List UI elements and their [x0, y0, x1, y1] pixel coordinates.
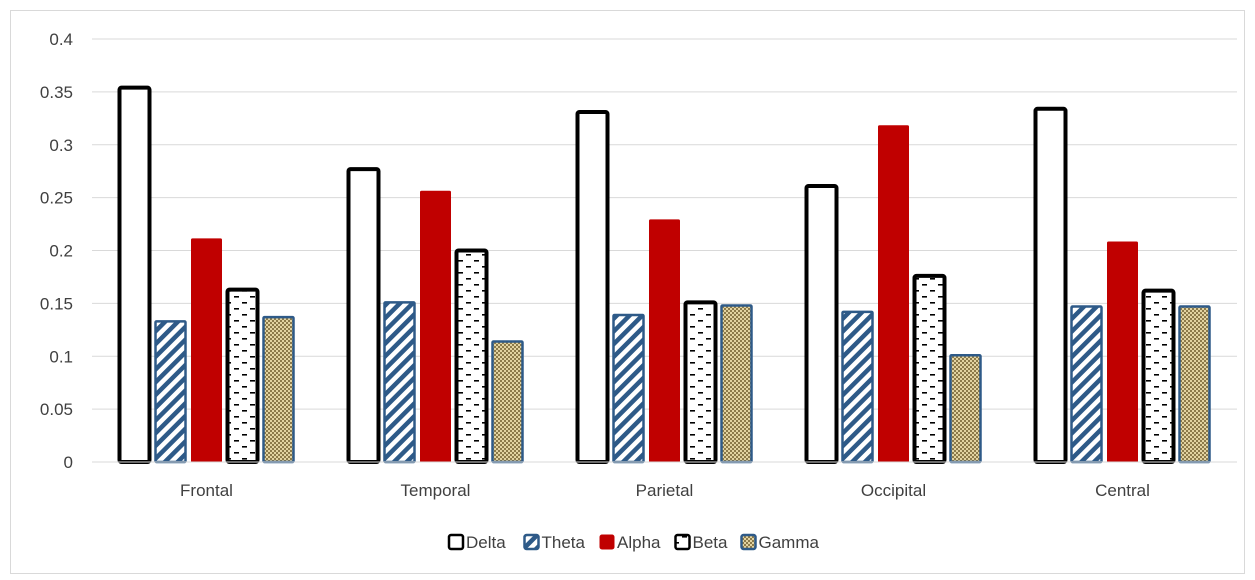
bar-gamma-central: [1178, 305, 1211, 464]
bar-delta-frontal: [117, 85, 152, 465]
y-tick-label: 0.2: [49, 242, 73, 261]
bar-gamma-frontal: [262, 315, 295, 464]
legend-swatch-alpha: [599, 534, 615, 550]
bar-alpha-central: [1107, 241, 1138, 463]
chart-frame: [10, 10, 1245, 574]
y-tick-label: 0.4: [49, 30, 73, 49]
legend-swatch-theta: [523, 533, 540, 551]
bar-delta-occipital: [804, 183, 839, 464]
bar-alpha-occipital: [878, 125, 909, 463]
legend-swatch-beta: [674, 533, 691, 551]
y-axis: 0 0.05 0.1 0.15 0.2 0.25 0.3 0.35 0.4: [40, 30, 73, 472]
x-tick-label: Central: [1095, 481, 1150, 500]
x-tick-label: Frontal: [180, 481, 233, 500]
bar-delta-central: [1033, 106, 1068, 464]
x-axis: Frontal Temporal Parietal Occipital Central: [92, 461, 1237, 500]
y-tick-label: 0.15: [40, 294, 73, 313]
bar-theta-temporal: [383, 301, 416, 464]
bar-alpha-temporal: [420, 190, 451, 463]
bar-theta-frontal: [154, 320, 187, 464]
legend-label-delta: Delta: [466, 533, 506, 552]
legend-swatch-gamma: [740, 533, 757, 551]
y-tick-label: 0.25: [40, 189, 73, 208]
x-tick-label: Temporal: [401, 481, 471, 500]
y-tick-label: 0.1: [49, 347, 73, 366]
bar-beta-occipital: [912, 273, 947, 464]
legend: Delta Theta Alpha Beta Gamma: [447, 533, 820, 552]
bar-gamma-temporal: [491, 340, 524, 464]
bar-beta-frontal: [225, 287, 260, 464]
bar-theta-parietal: [612, 313, 645, 464]
y-tick-label: 0.35: [40, 83, 73, 102]
bar-theta-occipital: [841, 310, 874, 464]
y-tick-label: 0.3: [49, 136, 73, 155]
bar-theta-central: [1070, 305, 1103, 464]
x-tick-label: Parietal: [636, 481, 694, 500]
legend-label-gamma: Gamma: [759, 533, 820, 552]
y-tick-label: 0: [64, 453, 73, 472]
legend-label-beta: Beta: [693, 533, 729, 552]
bar-delta-temporal: [346, 167, 381, 464]
bar-alpha-parietal: [649, 219, 680, 463]
x-tick-label: Occipital: [861, 481, 926, 500]
bar-beta-parietal: [683, 300, 718, 464]
y-tick-label: 0.05: [40, 400, 73, 419]
bar-alpha-frontal: [191, 238, 222, 463]
legend-swatch-delta: [447, 533, 465, 551]
legend-label-alpha: Alpha: [617, 533, 661, 552]
bars: [117, 85, 1211, 465]
bar-beta-central: [1141, 288, 1176, 464]
legend-label-theta: Theta: [542, 533, 586, 552]
bar-delta-parietal: [575, 109, 610, 464]
bar-gamma-occipital: [949, 353, 982, 464]
bar-gamma-parietal: [720, 304, 753, 464]
bar-beta-temporal: [454, 248, 489, 464]
